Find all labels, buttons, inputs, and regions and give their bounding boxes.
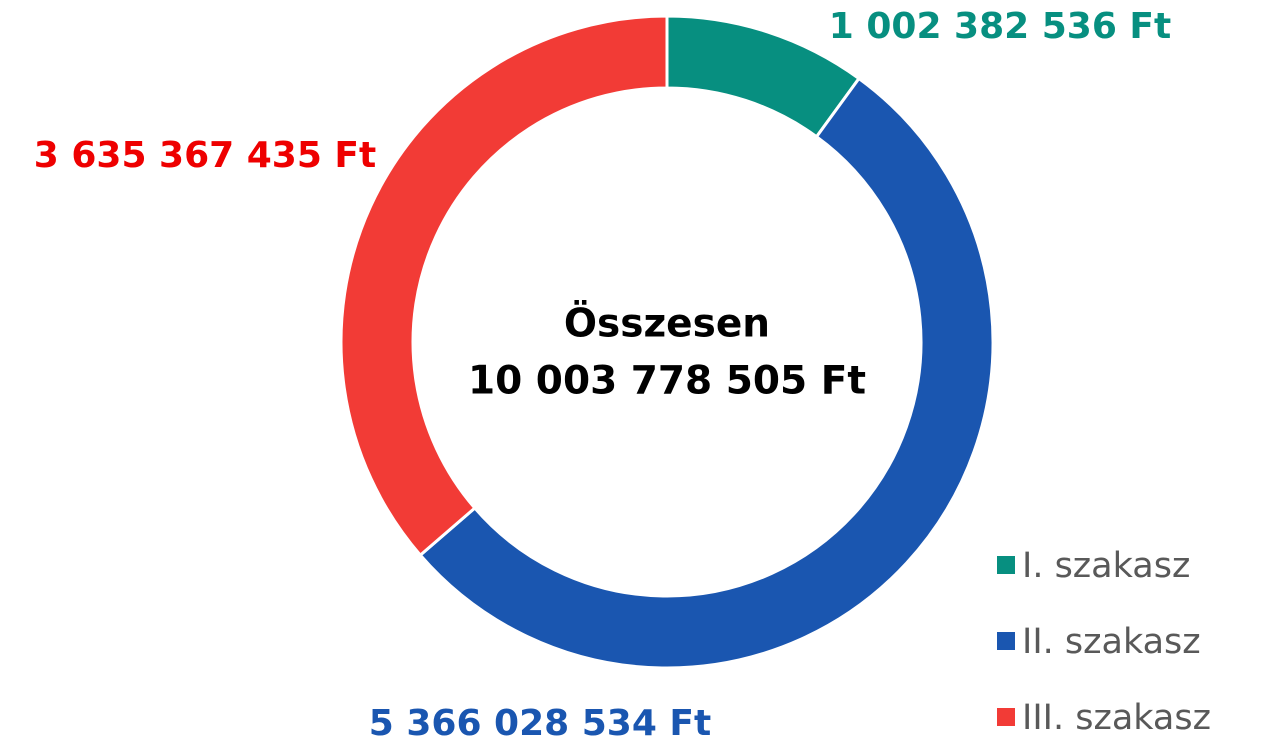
value-label: 3 635 367 435 Ft	[34, 135, 376, 176]
value-label: 5 366 028 534 Ft	[369, 703, 711, 744]
legend-label: I. szakasz	[1022, 546, 1190, 586]
legend-label: II. szakasz	[1022, 622, 1201, 662]
legend-swatch	[997, 632, 1015, 650]
legend-label: III. szakasz	[1022, 698, 1211, 738]
donut-slice	[418, 76, 995, 670]
legend-swatch	[997, 556, 1015, 574]
legend-swatch	[997, 708, 1015, 726]
value-label: 1 002 382 536 Ft	[829, 6, 1171, 47]
donut-slice	[339, 14, 669, 558]
center-title: Összesen	[564, 300, 770, 347]
center-total: 10 003 778 505 Ft	[468, 359, 866, 404]
